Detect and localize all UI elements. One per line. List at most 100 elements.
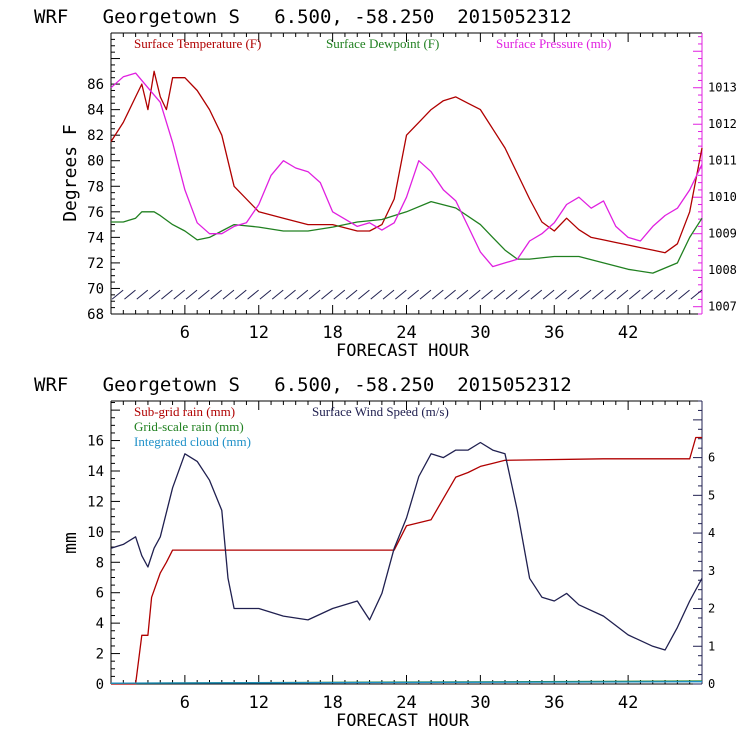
wind-barb — [468, 289, 481, 300]
y-tick-label: 12 — [87, 494, 104, 510]
y2-tick-label: 2 — [708, 602, 715, 616]
wind-barb — [358, 289, 370, 300]
legend-entry: Surface Temperature (F) — [134, 36, 261, 51]
wind-barb — [210, 289, 222, 300]
wind-barb — [296, 289, 309, 300]
series-line-1 — [111, 200, 703, 274]
wind-barb — [271, 289, 284, 300]
y-axis-label: mm — [60, 532, 81, 554]
wind-barb — [628, 289, 641, 300]
wind-barb — [456, 289, 469, 300]
y-tick-label: 76 — [87, 205, 104, 221]
y2-tick-label: 1009 — [708, 227, 737, 241]
wind-barb — [395, 289, 407, 300]
y2-tick-label: 1008 — [708, 263, 737, 277]
legend-entry: Surface Wind Speed (m/s) — [312, 404, 449, 419]
y2-tick-label: 6 — [708, 451, 715, 465]
x-tick-label: 24 — [396, 693, 416, 713]
wind-barb — [567, 289, 580, 300]
y-tick-label: 72 — [87, 256, 104, 272]
wind-barb — [431, 289, 444, 300]
wind-barb — [481, 289, 493, 300]
wind-barb — [579, 289, 592, 300]
wind-barb — [234, 289, 247, 300]
wind-barb — [345, 289, 358, 300]
wind-barb — [247, 289, 259, 300]
x-tick-label: 30 — [470, 693, 490, 713]
y2-tick-label: 1013 — [708, 81, 737, 95]
y-tick-label: 14 — [87, 464, 104, 480]
y2-tick-label: 1012 — [708, 117, 737, 131]
wind-barb — [111, 289, 124, 300]
y2-tick-label: 1010 — [708, 190, 737, 204]
wind-barb — [419, 289, 432, 300]
y2-tick-label: 4 — [708, 526, 715, 540]
wind-barb — [308, 289, 321, 300]
x-tick-label: 12 — [249, 323, 269, 343]
wind-barb — [530, 289, 543, 300]
wind-barb — [616, 289, 629, 300]
legend-entry: Surface Pressure (mb) — [496, 36, 612, 51]
x-tick-label: 6 — [180, 323, 190, 343]
y2-tick-label: 1 — [708, 639, 715, 653]
x-tick-label: 36 — [544, 323, 564, 343]
y-tick-label: 10 — [87, 525, 104, 541]
wind-barb — [136, 289, 149, 300]
x-tick-label: 36 — [544, 693, 564, 713]
chart-title: WRF Georgetown S 6.500, -58.250 20150523… — [34, 6, 572, 28]
wind-barb — [382, 289, 395, 300]
y-tick-label: 16 — [87, 434, 104, 450]
wind-barb — [641, 289, 653, 300]
wind-barb — [444, 289, 456, 300]
y-tick-label: 78 — [87, 179, 104, 195]
legend-entry: Grid-scale rain (mm) — [134, 419, 244, 434]
y-tick-label: 84 — [87, 103, 104, 119]
wind-barb — [542, 289, 555, 300]
y-axis-label: Degrees F — [60, 124, 81, 222]
wind-barb — [518, 289, 530, 300]
wind-barb — [161, 289, 173, 300]
wind-barb — [198, 289, 210, 300]
wind-barb — [604, 289, 616, 300]
y-tick-label: 82 — [87, 128, 104, 144]
wind-barb — [678, 289, 690, 300]
y-tick-label: 70 — [87, 281, 104, 297]
series-line-2 — [110, 681, 703, 684]
x-tick-label: 6 — [180, 693, 190, 713]
series-line-0 — [111, 436, 702, 685]
x-tick-label: 12 — [249, 693, 269, 713]
x-tick-label: 42 — [618, 323, 638, 343]
y2-tick-label: 3 — [708, 564, 715, 578]
x-tick-label: 18 — [322, 693, 342, 713]
wind-barb — [555, 289, 567, 300]
wind-barb — [173, 289, 186, 300]
y-tick-label: 86 — [87, 77, 104, 93]
x-tick-label: 24 — [396, 323, 416, 343]
y-tick-label: 8 — [96, 555, 104, 571]
y2-tick-label: 5 — [708, 488, 715, 502]
wind-barb — [592, 289, 604, 300]
x-tick-label: 30 — [470, 323, 490, 343]
wind-barb — [222, 289, 235, 300]
x-axis-label: FORECAST HOUR — [336, 341, 470, 361]
wind-barb — [185, 289, 198, 300]
wind-barb — [407, 289, 419, 300]
y2-tick-label: 0 — [708, 677, 715, 691]
series-line-3 — [110, 441, 703, 651]
series-line-2 — [110, 72, 703, 268]
y-tick-label: 68 — [87, 307, 104, 323]
wind-barb — [653, 289, 666, 300]
x-axis-label: FORECAST HOUR — [336, 711, 470, 731]
x-tick-label: 18 — [322, 323, 342, 343]
y-tick-label: 2 — [96, 647, 104, 663]
y-tick-label: 0 — [96, 677, 104, 693]
wind-barb — [493, 289, 506, 300]
legend-entry: Surface Dewpoint (F) — [326, 36, 439, 51]
wind-barb — [284, 289, 296, 300]
x-tick-label: 42 — [618, 693, 638, 713]
series-line-0 — [110, 70, 703, 254]
legend-entry: Sub-grid rain (mm) — [134, 404, 235, 419]
y-tick-label: 74 — [87, 230, 104, 246]
wind-barb — [665, 289, 678, 300]
